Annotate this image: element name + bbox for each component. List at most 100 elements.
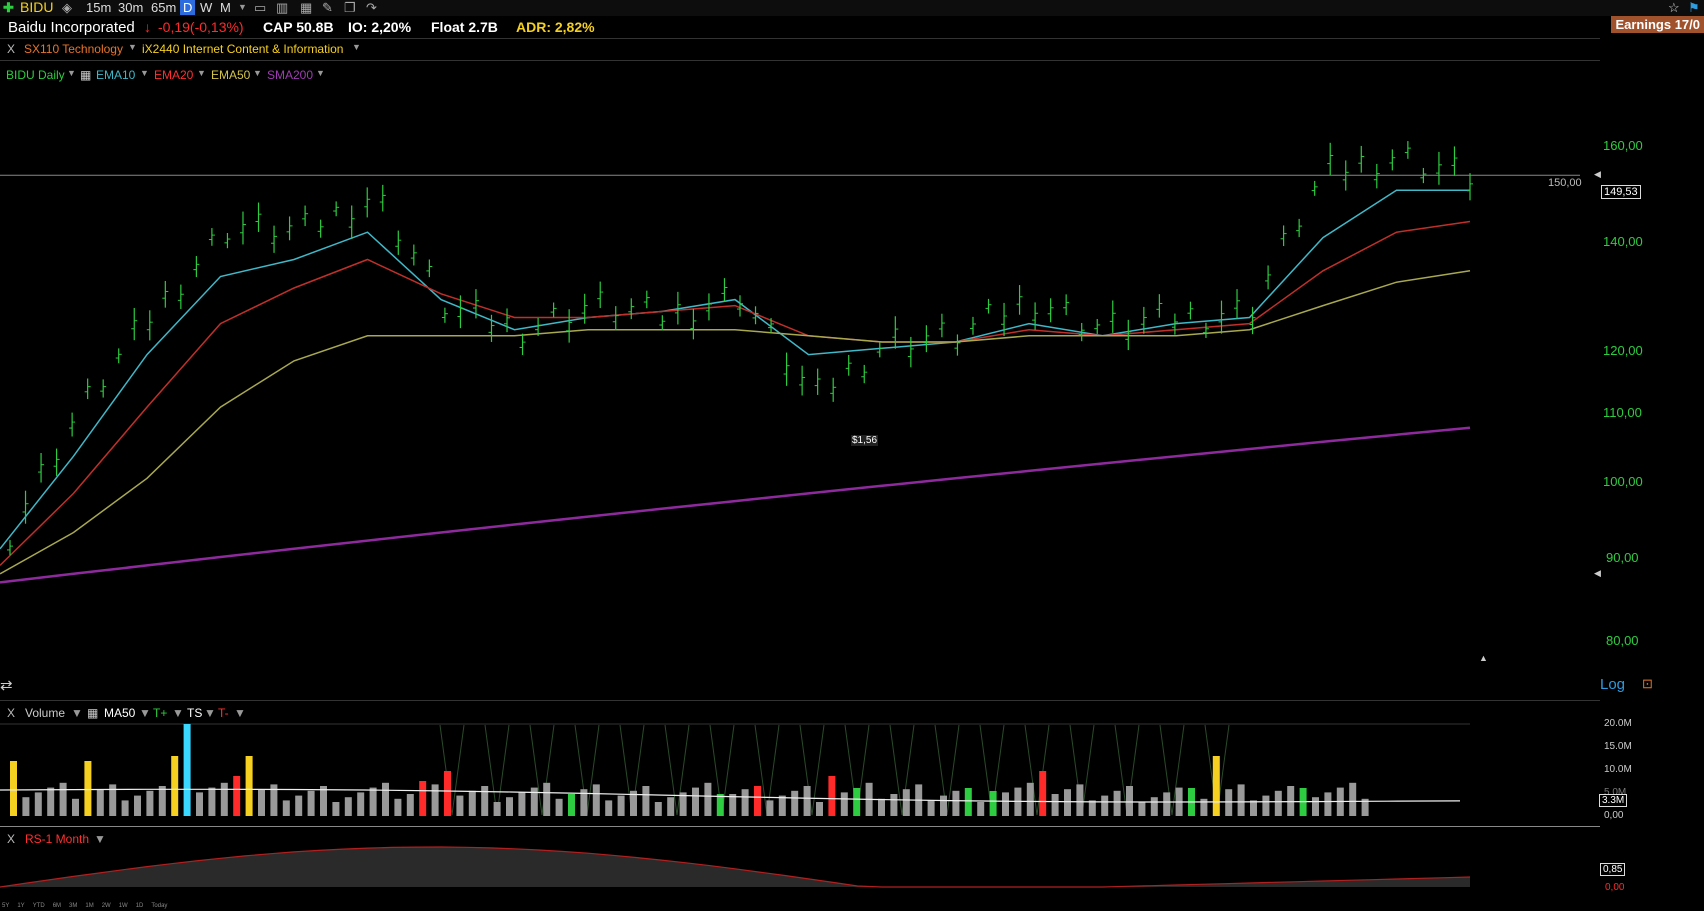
chevron-down-icon[interactable]: ▼ [67,68,76,78]
volume-bar [1126,786,1133,816]
earnings-badge[interactable]: Earnings 17/0 [1611,16,1704,33]
volume-bar [754,786,761,816]
price-bar [1358,145,1365,173]
chevron-down-icon[interactable]: ▼ [139,706,151,720]
star-icon[interactable]: ☆ [1668,0,1680,15]
chevron-down-icon[interactable]: ▼ [197,68,206,78]
chevron-down-icon[interactable]: ▼ [94,832,106,846]
text-tool-icon[interactable]: ▭ [254,0,267,15]
volume-bar [828,776,836,816]
timeframe-15m[interactable]: 15m [86,0,112,15]
date-tick: 17 [841,672,853,683]
range-button[interactable]: Today [151,903,168,909]
timeframe-weekly[interactable]: W [200,0,213,15]
chevron-down-icon[interactable]: ▼ [140,68,149,78]
bars-icon[interactable]: ▥ [276,0,289,15]
price-bar [1063,294,1070,316]
close-icon[interactable]: X [7,42,16,56]
price-bar [504,308,511,333]
alert-icon[interactable]: ◈ [62,0,72,15]
price-bar [1296,218,1303,238]
ema50-label[interactable]: EMA50 [211,68,251,82]
volume-bar [1039,771,1047,816]
chevron-down-icon[interactable]: ▼ [128,42,137,52]
price-bar [907,336,914,368]
chevron-down-icon[interactable]: ▼ [234,706,246,720]
chevron-down-icon[interactable]: ▼ [204,706,216,720]
tminus-label[interactable]: T- [218,706,229,720]
volume-bar [1113,790,1121,816]
volume-bar [1361,798,1369,816]
expand-icon[interactable]: ⇄ [0,677,13,694]
info-bar: Baidu Incorporated ↓ -0,19(-0,13%) CAP 5… [0,16,1704,38]
date-tick: 5 [1329,672,1335,683]
volume-bar [72,798,79,816]
price-bar [162,280,169,308]
table-icon[interactable]: ▦ [80,68,92,82]
sma200-label[interactable]: SMA200 [267,68,314,82]
volume-bar [1002,792,1009,816]
tplus-label[interactable]: T+ [153,706,168,720]
chevron-down-icon[interactable]: ▼ [253,68,262,78]
range-button[interactable]: 1W [118,903,128,909]
chevron-down-icon[interactable]: ▼ [238,2,247,12]
symbol-label[interactable]: BIDU [20,0,54,15]
grid-icon[interactable]: ▦ [300,0,313,15]
ts-label[interactable]: TS [187,706,203,720]
price-bar [286,216,293,241]
table-icon[interactable]: ▦ [87,706,99,720]
chevron-down-icon[interactable]: ▼ [71,706,83,720]
chevron-down-icon[interactable]: ▼ [352,42,361,52]
range-button[interactable]: 3M [69,903,78,909]
market-cap: CAP 50.8B [263,19,334,35]
price-bar [519,333,526,355]
ema20-label[interactable]: EMA20 [154,68,194,82]
timeframe-monthly[interactable]: M [220,0,231,15]
copy-icon[interactable]: ❐ [344,0,356,15]
add-icon[interactable]: ✚ [3,0,14,15]
price-chart[interactable] [0,84,1704,684]
chevron-down-icon[interactable]: ▼ [316,68,325,78]
price-bar [177,284,184,309]
range-button[interactable]: 1D [135,903,144,909]
price-bar [830,377,837,402]
price-bar [472,289,479,319]
close-icon[interactable]: X [7,706,16,720]
range-button[interactable]: 1Y [17,903,25,909]
volume-bar [1064,789,1071,816]
range-button[interactable]: 6M [52,903,62,909]
ts-line [1159,724,1185,816]
pencil-icon[interactable]: ✎ [322,0,333,15]
price-bar [799,365,806,396]
range-button[interactable]: 1M [85,903,94,909]
log-toggle[interactable]: Log [1600,676,1626,693]
industry-link[interactable]: iX2440 Internet Content & Information [142,42,344,56]
timeframe-daily[interactable]: D [180,0,196,15]
rs-label[interactable]: RS-1 Month [25,832,90,846]
flag-icon[interactable]: ⚑ [1688,0,1700,15]
volume-tick: 10.0M [1604,764,1632,775]
ma50-label[interactable]: MA50 [104,706,136,720]
lock-icon[interactable]: ⊡ [1642,676,1653,691]
sector-link[interactable]: SX110 Technology [24,42,123,56]
price-bar [22,490,29,524]
volume-chart[interactable] [0,720,1600,820]
timeframe-30m[interactable]: 30m [118,0,144,15]
volume-label[interactable]: Volume [25,706,66,720]
price-bar [768,318,775,333]
series-label[interactable]: BIDU Daily [6,68,65,82]
rs-line [0,846,1471,888]
chevron-down-icon[interactable]: ▼ [172,706,184,720]
close-icon[interactable]: X [7,832,16,846]
range-button[interactable]: 5Y [2,903,10,909]
range-button[interactable]: 2W [101,903,111,909]
price-bar [379,184,386,212]
ema10-label[interactable]: EMA10 [96,68,136,82]
timeframe-65m[interactable]: 65m [151,0,177,15]
date-tick: 13 [462,672,474,683]
volume-bar [902,789,910,816]
ts-line [799,724,825,816]
share-icon[interactable]: ↷ [366,0,377,15]
range-button[interactable]: YTD [32,903,45,909]
ts-line [664,724,690,816]
